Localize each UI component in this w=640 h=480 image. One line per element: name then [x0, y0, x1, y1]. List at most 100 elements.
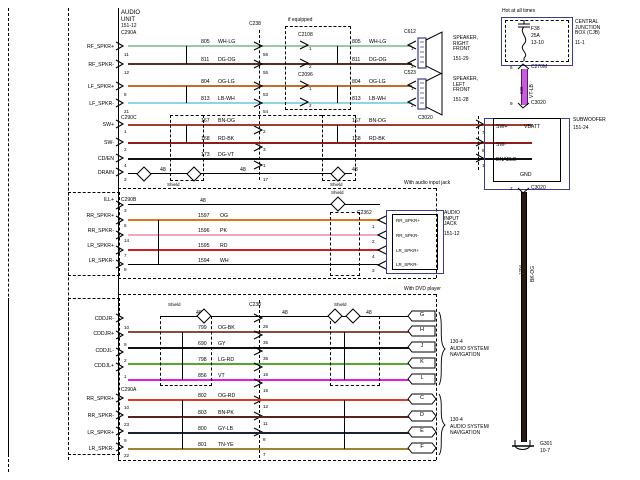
- subwoofer-vbatt-label: VBATT: [524, 124, 541, 130]
- terminal-lr-spkr-minus-dvd: LR_SPKR-: [88, 446, 114, 452]
- wire-168-color: RD-BK: [218, 136, 235, 142]
- nav-brace-upper: [438, 311, 446, 386]
- gauge-48-sub-c: 48: [352, 167, 358, 173]
- nav-tag-h: [407, 325, 436, 337]
- wire-798-number: 798: [198, 357, 207, 363]
- twist-tie-sub-1: [186, 125, 188, 143]
- c290b-pin-6: 6: [124, 223, 127, 228]
- wire-1597-og: [128, 219, 380, 222]
- wire-805-color: WH-LG: [218, 39, 236, 45]
- wire-167-bn-og: [128, 124, 532, 127]
- audio-input-jack-title: AUDIO INPUT JACK: [444, 210, 460, 228]
- c290c-pin-1: 1: [124, 129, 127, 134]
- jack-terminal-lr-plus: LR_SPKR+: [396, 248, 420, 253]
- wire-1594-color: WH: [220, 258, 229, 264]
- c238-pin-2: 2: [263, 129, 266, 134]
- wire-690-gy: [128, 347, 412, 350]
- wire-804-color: OG-LG: [218, 79, 235, 85]
- wire-813-color-2: LB-WH: [369, 96, 386, 102]
- wire-813-number-2: 813: [352, 96, 361, 102]
- ground-wire-number: 1204: [518, 264, 523, 275]
- c238-label-top: C238: [249, 21, 261, 27]
- terminal-rr-spkr-plus-jack: RR_SPKR+: [86, 213, 114, 219]
- wire-804-number-2: 804: [352, 79, 361, 85]
- audio-input-jack-box: [386, 210, 444, 274]
- c238-arrows-top: [253, 41, 264, 170]
- nav-tag-d: [407, 410, 437, 422]
- wire-838-number: 838: [519, 86, 524, 94]
- shield-label-sub-2: Shield: [330, 182, 343, 187]
- nav-tag-j-label: J: [420, 343, 424, 349]
- c3020-gnd-pin-2: 2: [510, 186, 513, 191]
- nav-tag-j: [407, 341, 436, 353]
- nav-tag-c: [407, 393, 437, 405]
- wire-800-number: 800: [198, 426, 207, 432]
- wire-800-color: GY-LB: [218, 426, 234, 432]
- speaker-right-front-symbol: [417, 31, 443, 75]
- dvd-lower-connector-arrows: [115, 393, 125, 452]
- c3020-top-connector: [517, 102, 530, 109]
- shield-diamond-dvd-2: [327, 308, 343, 324]
- c2362-pin-2: 2: [372, 239, 375, 244]
- twist-tie-jack-1: [158, 220, 160, 265]
- audio-unit-inner-dashed-mid: [68, 192, 120, 276]
- wire-173-number: 173: [201, 152, 210, 158]
- twist-tie-front-3: [337, 46, 339, 64]
- nav-tag-l-label: L: [420, 375, 424, 381]
- c2096-label: C2096: [298, 72, 313, 78]
- wire-811-color-2: DG-OG: [369, 57, 387, 63]
- dvd-pin-2: 2: [124, 358, 127, 363]
- shield-label-sub-1: Shield: [167, 182, 180, 187]
- nav-tag-g: [407, 310, 436, 322]
- gauge-48-sub-a: 48: [160, 167, 166, 173]
- wire-811-number-2: 811: [352, 57, 361, 63]
- ground-id: G301: [540, 441, 553, 447]
- wire-802-og-rd: [128, 399, 412, 402]
- jack-terminal-rr-plus: RR_SPKR+: [396, 218, 420, 223]
- c2108-c2096-arrows: [299, 40, 310, 107]
- c238-pin-12: 12: [263, 404, 269, 409]
- terminal-cddjr-minus: CDDJR-: [94, 316, 114, 322]
- cjb-ref: 11-1: [575, 40, 585, 46]
- drain-shield-wire: [128, 173, 352, 175]
- if-equipped-box: [285, 26, 351, 110]
- nav-group-upper-ref: 130-4: [450, 339, 463, 345]
- c612-label: C612: [404, 29, 416, 35]
- c290a-pin-21: 21: [124, 109, 130, 114]
- shield-label-dvd-1: Shield: [168, 302, 181, 307]
- terminal-lr-spkr-plus-dvd: LR_SPKR+: [87, 430, 114, 436]
- terminal-rr-spkr-minus-jack: RR_SPKR-: [87, 228, 114, 234]
- connector-c290b-label: C290B: [121, 197, 137, 203]
- wire-811-color: DG-OG: [218, 57, 236, 63]
- fuse-f38-symbol: [518, 20, 530, 61]
- wire-856-vt: [128, 379, 412, 382]
- shield-return-line: [202, 115, 322, 116]
- terminal-rf-spkr-plus: RF_SPKR+: [87, 44, 114, 50]
- shield-box-dvd-left: [160, 316, 212, 386]
- gauge-48-dvd-c: 48: [366, 310, 372, 316]
- wire-798-lg-rd: [128, 363, 412, 366]
- shield-diamond-sub-3: [330, 166, 346, 182]
- c3020-label-sub: C3020: [418, 115, 433, 121]
- cjb-title: CENTRAL JUNCTION BOX (CJB): [575, 19, 601, 37]
- speaker-right-front-label: SPEAKER, RIGHT FRONT: [453, 35, 479, 53]
- c238-pin-55: 55: [263, 70, 269, 75]
- wire-168-color-2: RD-BK: [369, 136, 386, 142]
- ground-cell: 10-7: [540, 448, 551, 454]
- speaker-left-front-symbol: [417, 72, 443, 116]
- gauge-48-jack: 48: [200, 198, 206, 204]
- nav-group-upper-name: AUDIO SYSTEM/ NAVIGATION: [450, 346, 490, 358]
- twist-tie-sub-2: [337, 125, 339, 143]
- c612-pin-1: 1: [411, 46, 414, 51]
- wire-801-number: 801: [198, 442, 207, 448]
- hot-at-all-times-note: Hot at all times: [502, 8, 536, 14]
- speaker-right-front-ref: 151-29: [453, 56, 469, 62]
- c290c-pin-4: 4: [124, 163, 127, 168]
- subwoofer-terminal-enable: ENABLE: [496, 157, 517, 163]
- connector-c290a-label-bottom: C290A: [121, 387, 137, 393]
- wire-813-color: LB-WH: [218, 96, 235, 102]
- c523-pin-1: 1: [411, 86, 414, 91]
- subwoofer-ref: 151-24: [573, 125, 589, 131]
- shield-box-sub-left: [170, 115, 204, 181]
